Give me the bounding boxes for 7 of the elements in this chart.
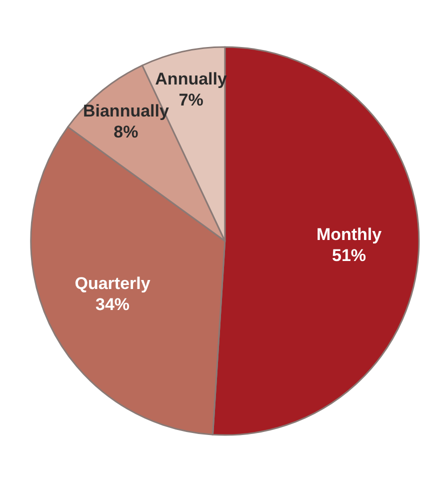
data-label: 8% <box>114 122 138 142</box>
data-label: 34% <box>96 294 130 314</box>
slice-label: Monthly <box>316 224 382 244</box>
slice-label: Quarterly <box>74 274 151 293</box>
data-label: 7% <box>178 90 204 110</box>
data-label: 51% <box>332 246 366 265</box>
slice-label: Biannually <box>82 101 170 120</box>
